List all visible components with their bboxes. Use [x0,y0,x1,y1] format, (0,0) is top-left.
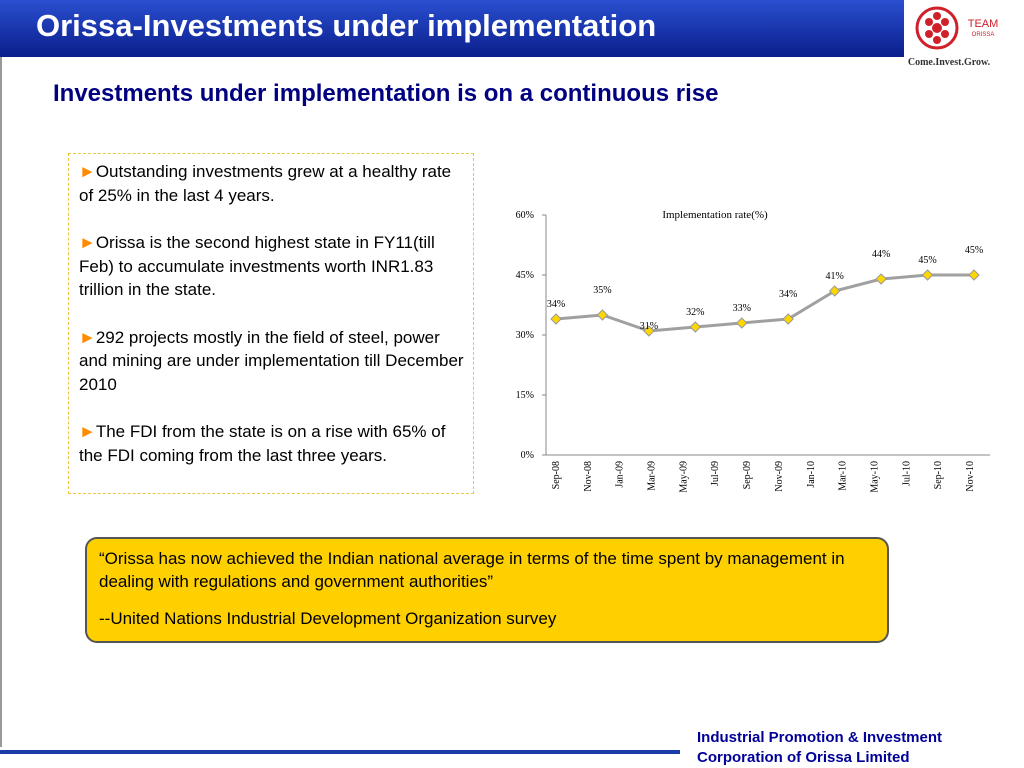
x-tick-label: Nov-10 [965,461,976,492]
bullet: ►292 projects mostly in the field of ste… [79,326,467,397]
x-tick-label: Jul-09 [710,461,721,486]
bullet-text: Outstanding investments grew at a health… [79,162,452,205]
y-tick-label: 15% [516,390,534,401]
point [689,321,702,333]
chart-title: Implementation rate(%) [662,209,768,221]
x-tick-label: Nov-09 [774,461,785,492]
data-label: 31% [640,321,658,332]
bullet: ►Outstanding investments grew at a healt… [79,160,467,207]
quote-box: “Orissa has now achieved the Indian nati… [85,537,889,643]
point [643,325,655,337]
bullet: ►The FDI from the state is on a rise wit… [79,420,467,467]
x-tick-label: Mar-09 [647,461,658,491]
x-tick-label: Mar-10 [838,461,849,491]
x-tick-label: Sep-10 [933,461,944,489]
bullet-marker: ► [79,233,96,252]
point [736,317,748,329]
point [875,273,887,285]
x-tick-label: Jul-10 [901,461,912,486]
y-tick-label: 0% [521,450,534,461]
point [782,313,794,325]
x-tick-label: Jan-10 [806,461,817,488]
line [555,273,974,333]
bullet-text: The FDI from the state is on a rise with… [79,422,446,465]
x-tick-label: Jan-09 [615,461,626,488]
footer-line: Corporation of Orissa Limited [697,749,910,766]
point [828,285,841,297]
data-label: 45% [918,255,936,266]
data-label: 44% [872,249,890,260]
footer: Industrial Promotion & Investment Corpor… [697,728,942,768]
data-label: 33% [733,303,751,314]
y-tick-label: 30% [516,330,534,341]
chart: Implementation rate(%) 0% 15% 30% 45% 60% Sep… [516,209,990,493]
y-tick-label: 60% [516,210,534,221]
footer-rule [0,750,680,754]
x-tick-label: Nov-08 [583,461,594,492]
logo: TEAM ORISSA Come.Invest.Grow. [908,6,999,68]
slide-title: Orissa-Investments under implementation [36,8,657,43]
data-label: 32% [686,307,704,318]
data-label: 35% [593,285,611,296]
bullet-marker: ► [79,162,96,181]
subtitle: Investments under implementation is on a… [53,80,719,107]
point [921,269,934,281]
x-tick-label: May-09 [678,461,689,493]
point [550,313,562,325]
point [596,309,609,321]
bullet-text: 292 projects mostly in the field of stee… [79,327,464,394]
data-label: 34% [547,299,565,310]
y-tick-label: 45% [516,270,534,281]
data-label: 34% [779,289,797,300]
logo-text: TEAM [968,18,999,30]
data-label: 45% [965,245,983,256]
logo-text: ORISSA [972,32,995,38]
bullet-text: Orissa is the second highest state in FY… [79,233,435,299]
x-tick-label: Sep-08 [551,461,562,489]
bullet: ►Orissa is the second highest state in F… [79,231,467,302]
point [968,269,980,281]
left-rule [0,57,2,747]
bullet-marker: ► [79,327,96,347]
x-tick-label: May-10 [869,461,880,493]
footer-line: Industrial Promotion & Investment [697,729,943,746]
bullet-marker: ► [79,422,96,441]
quote-source: --United Nations Industrial Development … [99,609,557,628]
tagline: Come.Invest.Grow. [908,57,991,68]
title-bar: Orissa-Investments under implementation [0,0,904,57]
quote-text: “Orissa has now achieved the Indian nati… [99,549,845,591]
data-label: 41% [825,271,843,282]
bullet-box: ►Outstanding investments grew at a healt… [68,153,474,494]
x-tick-label: Sep-09 [742,461,753,489]
